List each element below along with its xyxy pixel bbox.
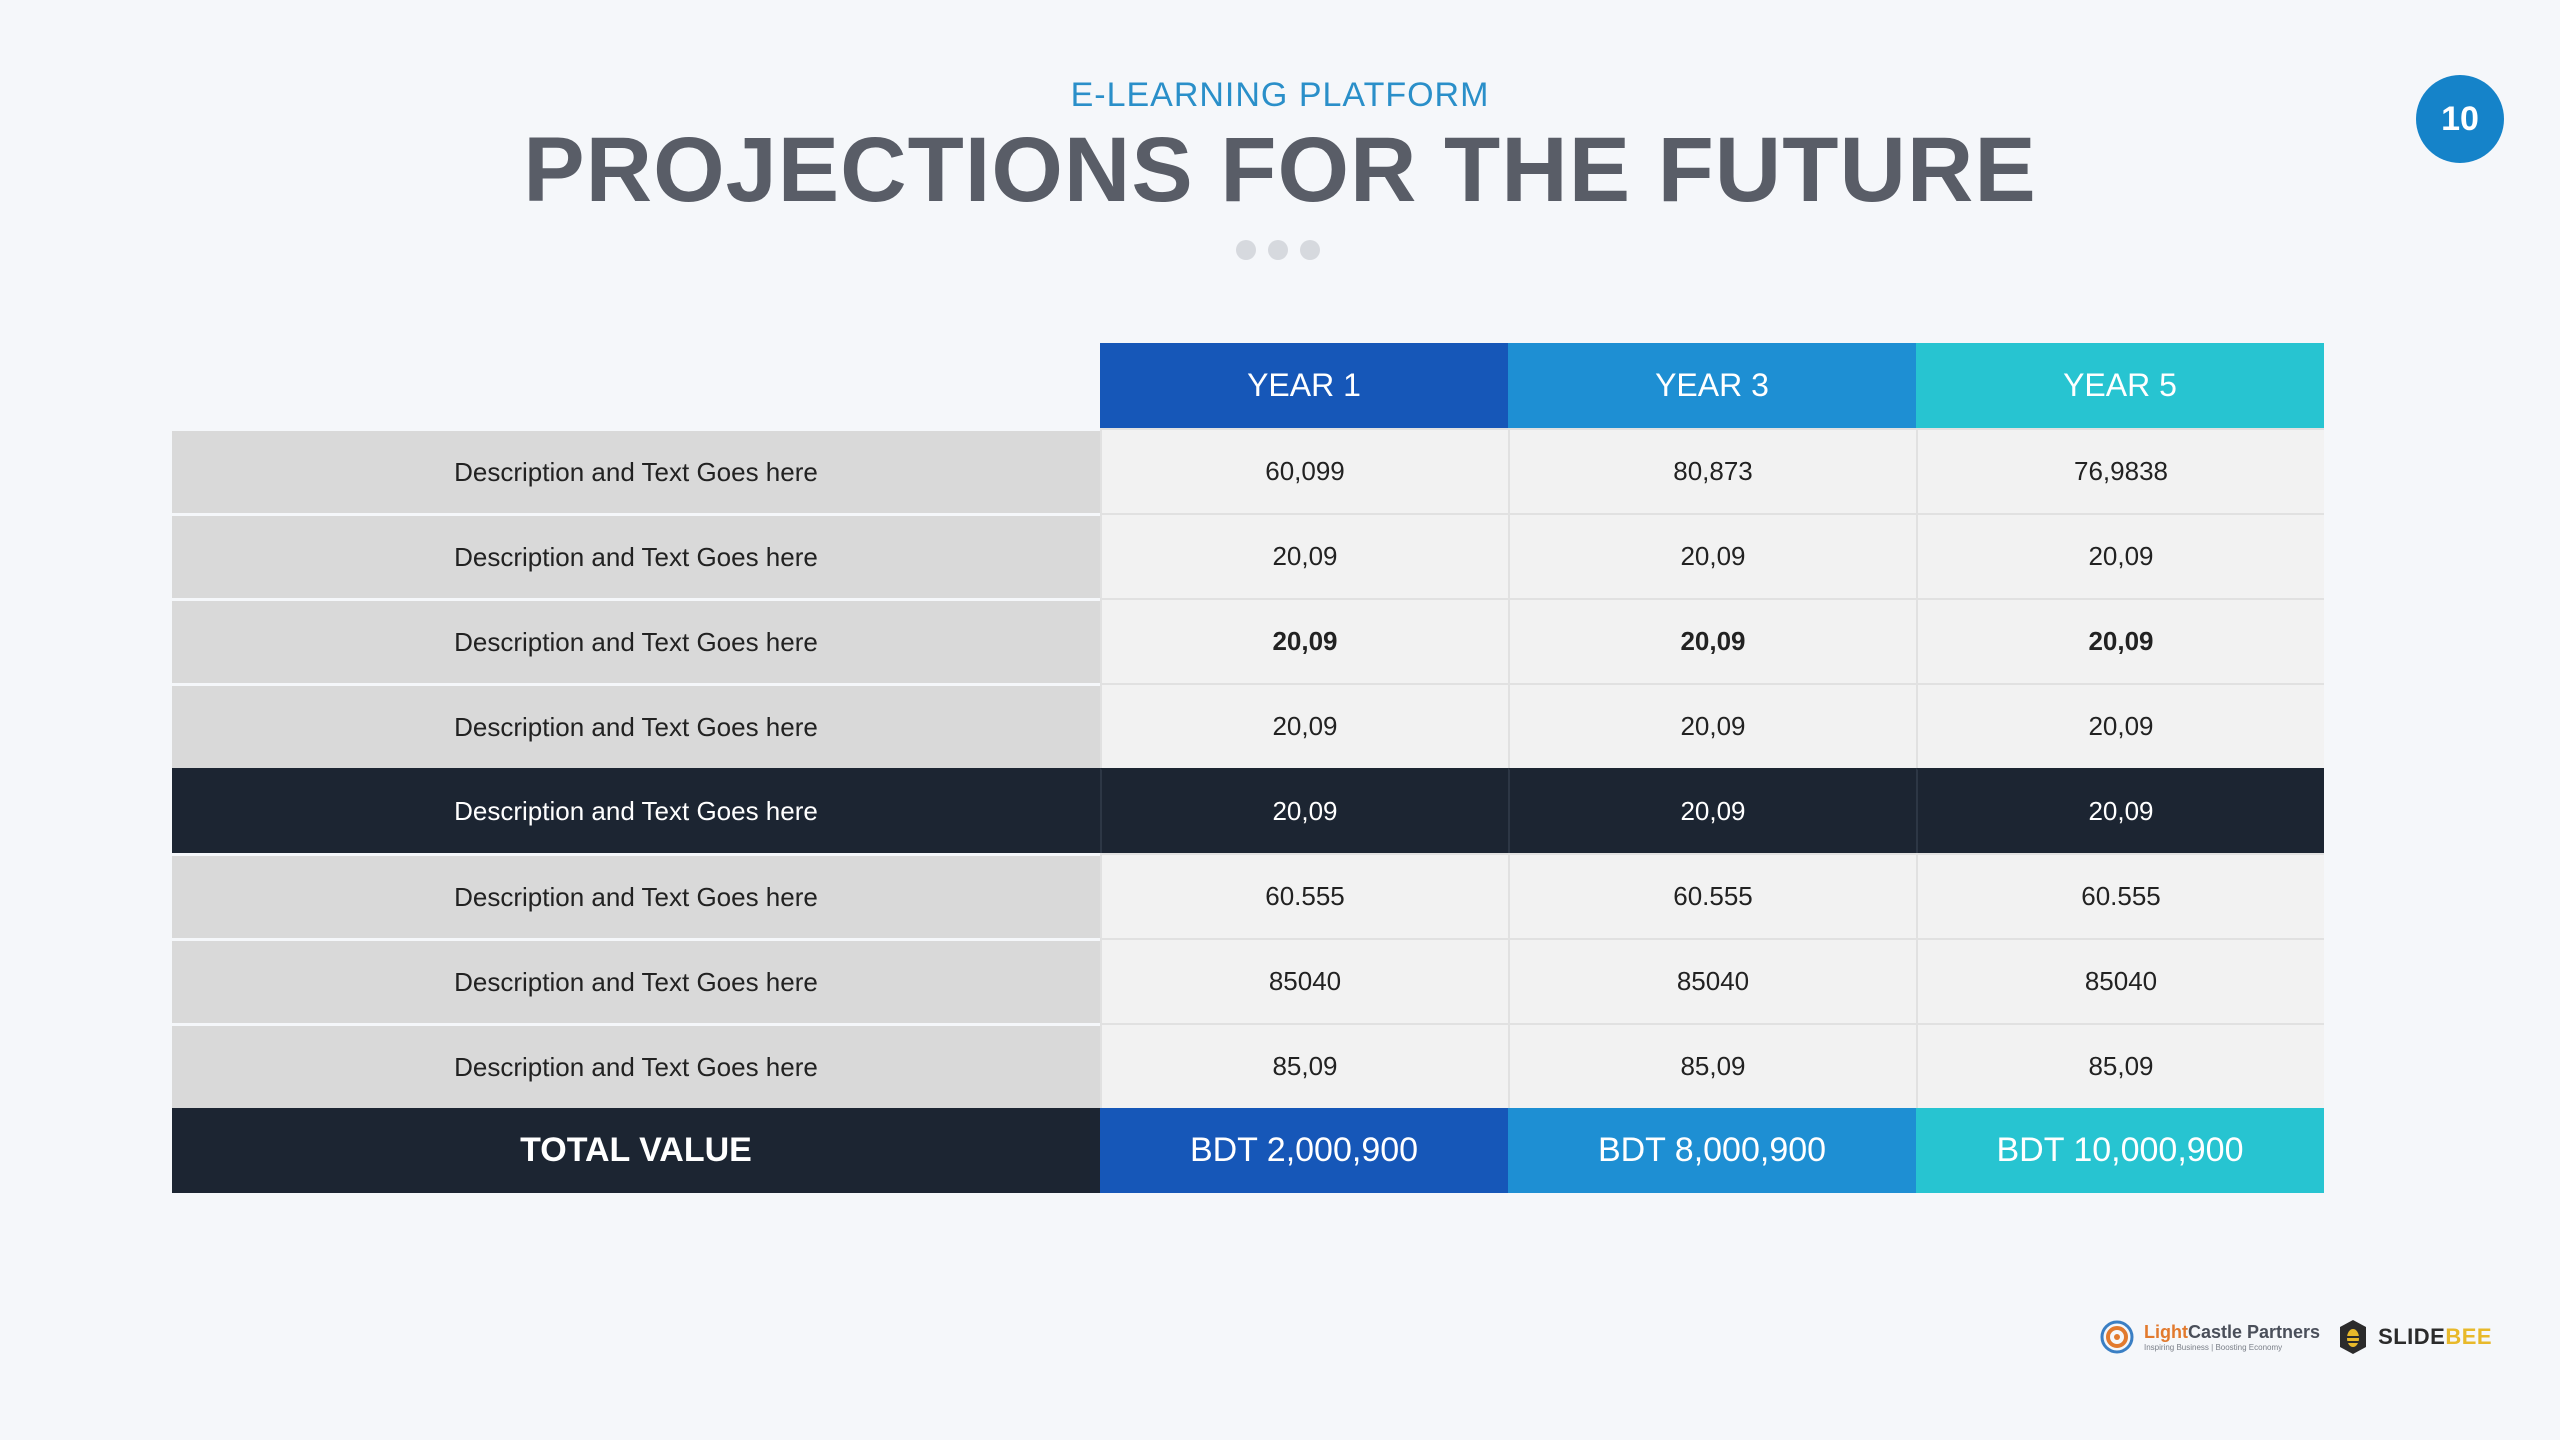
row-label: Description and Text Goes here <box>172 428 1100 513</box>
table-row: Description and Text Goes here 85040 850… <box>172 938 2325 1023</box>
cell-year-5: 20,09 <box>1916 513 2324 598</box>
cell-year-5: 20,09 <box>1916 768 2324 853</box>
row-label: Description and Text Goes here <box>172 768 1100 853</box>
dot-icon <box>1300 240 1320 260</box>
cell-year-3: 20,09 <box>1508 768 1916 853</box>
cell-year-1: 60.555 <box>1100 853 1508 938</box>
total-year-5: BDT 10,000,900 <box>1916 1108 2324 1193</box>
total-year-1: BDT 2,000,900 <box>1100 1108 1508 1193</box>
row-label: Description and Text Goes here <box>172 1023 1100 1108</box>
lightcastle-logo-icon <box>2100 1320 2134 1354</box>
row-label: Description and Text Goes here <box>172 598 1100 683</box>
row-label: Description and Text Goes here <box>172 683 1100 768</box>
row-label: Description and Text Goes here <box>172 938 1100 1023</box>
cell-year-3: 80,873 <box>1508 428 1916 513</box>
header-year-5: YEAR 5 <box>1916 343 2324 428</box>
table-row: Description and Text Goes here 20,09 20,… <box>172 513 2325 598</box>
cell-year-1: 20,09 <box>1100 768 1508 853</box>
projections-table: YEAR 1 YEAR 3 YEAR 5 Description and Tex… <box>172 343 2325 1193</box>
table-header-row: YEAR 1 YEAR 3 YEAR 5 <box>172 343 2325 428</box>
header-year-3: YEAR 3 <box>1508 343 1916 428</box>
cell-year-5: 20,09 <box>1916 598 2324 683</box>
cell-year-3: 20,09 <box>1508 683 1916 768</box>
cell-year-3: 20,09 <box>1508 598 1916 683</box>
cell-year-5: 85040 <box>1916 938 2324 1023</box>
slide-subtitle: E-LEARNING PLATFORM <box>1070 76 1490 114</box>
cell-year-1: 60,099 <box>1100 428 1508 513</box>
page-number-badge: 10 <box>2416 75 2504 163</box>
cell-year-5: 20,09 <box>1916 683 2324 768</box>
row-label: Description and Text Goes here <box>172 853 1100 938</box>
row-label: Description and Text Goes here <box>172 513 1100 598</box>
cell-year-5: 85,09 <box>1916 1023 2324 1108</box>
decorative-dots <box>1236 240 1320 260</box>
footer-logos: LightCastle Partners Inspiring Business … <box>2100 1318 2492 1356</box>
cell-year-1: 20,09 <box>1100 513 1508 598</box>
cell-year-5: 76,9838 <box>1916 428 2324 513</box>
lightcastle-name: LightCastle Partners <box>2144 1321 2321 1342</box>
table-row: Description and Text Goes here 20,09 20,… <box>172 598 2325 683</box>
lightcastle-logo-text: LightCastle Partners Inspiring Business … <box>2144 1323 2320 1352</box>
total-row: TOTAL VALUE BDT 2,000,900 BDT 8,000,900 … <box>172 1108 2325 1193</box>
lightcastle-tagline: Inspiring Business | Boosting Economy <box>2144 1342 2283 1352</box>
cell-year-3: 85040 <box>1508 938 1916 1023</box>
total-year-3: BDT 8,000,900 <box>1508 1108 1916 1193</box>
header-year-1: YEAR 1 <box>1100 343 1508 428</box>
dot-icon <box>1236 240 1256 260</box>
total-label: TOTAL VALUE <box>172 1108 1100 1193</box>
cell-year-5: 60.555 <box>1916 853 2324 938</box>
cell-year-3: 60.555 <box>1508 853 1916 938</box>
table-row-highlight: Description and Text Goes here 20,09 20,… <box>172 768 2325 853</box>
slide-title: PROJECTIONS FOR THE FUTURE <box>523 119 2037 221</box>
table-row: Description and Text Goes here 85,09 85,… <box>172 1023 2325 1108</box>
table-row: Description and Text Goes here 20,09 20,… <box>172 683 2325 768</box>
header-empty-cell <box>172 343 1100 428</box>
cell-year-1: 20,09 <box>1100 598 1508 683</box>
table-row: Description and Text Goes here 60.555 60… <box>172 853 2325 938</box>
slidebee-logo-text: SLIDEBEE <box>2378 1324 2493 1349</box>
cell-year-3: 85,09 <box>1508 1023 1916 1108</box>
cell-year-1: 85040 <box>1100 938 1508 1023</box>
slidebee-logo-icon <box>2340 1320 2367 1354</box>
table-row: Description and Text Goes here 60,099 80… <box>172 428 2325 513</box>
cell-year-1: 85,09 <box>1100 1023 1508 1108</box>
cell-year-3: 20,09 <box>1508 513 1916 598</box>
cell-year-1: 20,09 <box>1100 683 1508 768</box>
dot-icon <box>1268 240 1288 260</box>
